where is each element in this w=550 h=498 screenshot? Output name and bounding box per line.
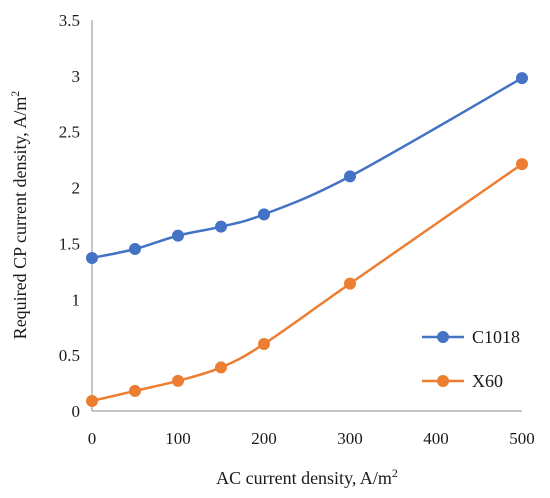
x-tick-label: 200 [251, 429, 277, 448]
data-point [86, 394, 98, 407]
x-tick-label: 300 [337, 429, 363, 448]
series-x60 [86, 158, 528, 407]
y-tick-label: 0 [72, 402, 81, 421]
legend-label: C1018 [472, 327, 520, 347]
data-point [344, 170, 356, 183]
y-tick-label: 3 [72, 67, 81, 86]
x-tick-labels: 0 100 200 300 400 500 [88, 429, 535, 448]
x-tick-label: 400 [423, 429, 449, 448]
y-axis-title-text: Required CP current density, A/m [10, 97, 30, 340]
x-tick-label: 0 [88, 429, 97, 448]
y-tick-label: 1.5 [59, 234, 80, 253]
legend-item: X60 [422, 371, 503, 391]
data-point [215, 220, 227, 233]
y-tick-labels: 0 0.5 1 1.5 2 2.5 3 3.5 [59, 11, 80, 421]
data-point [86, 251, 98, 264]
data-point [258, 208, 270, 221]
y-tick-label: 3.5 [59, 11, 80, 30]
data-point [516, 72, 528, 85]
y-axis-title: Required CP current density, A/m2 [8, 91, 30, 340]
legend: C1018 X60 [422, 327, 520, 391]
y-axis-title-superscript: 2 [8, 91, 22, 97]
data-point [344, 277, 356, 290]
data-point [215, 361, 227, 374]
legend-label: X60 [472, 371, 503, 391]
series-layer [86, 72, 528, 407]
x-axis-title-text: AC current density, A/m [216, 468, 392, 488]
y-tick-label: 2.5 [59, 123, 80, 142]
series-line [91, 77, 523, 260]
x-tick-label: 100 [165, 429, 191, 448]
series-line [91, 163, 523, 403]
data-point [516, 158, 528, 171]
legend-marker [437, 375, 449, 387]
legend-item: C1018 [422, 327, 520, 347]
legend-marker [437, 331, 449, 343]
data-point [172, 229, 184, 242]
data-point [172, 374, 184, 387]
y-tick-label: 0.5 [59, 346, 80, 365]
y-tick-label: 2 [72, 179, 81, 198]
data-point [258, 337, 270, 350]
x-axis-title-superscript: 2 [392, 466, 398, 480]
data-point [129, 384, 141, 397]
data-point [129, 243, 141, 256]
x-axis-title: AC current density, A/m2 [216, 466, 398, 488]
y-tick-label: 1 [72, 290, 81, 309]
series-c1018 [86, 72, 528, 264]
x-tick-label: 500 [509, 429, 535, 448]
